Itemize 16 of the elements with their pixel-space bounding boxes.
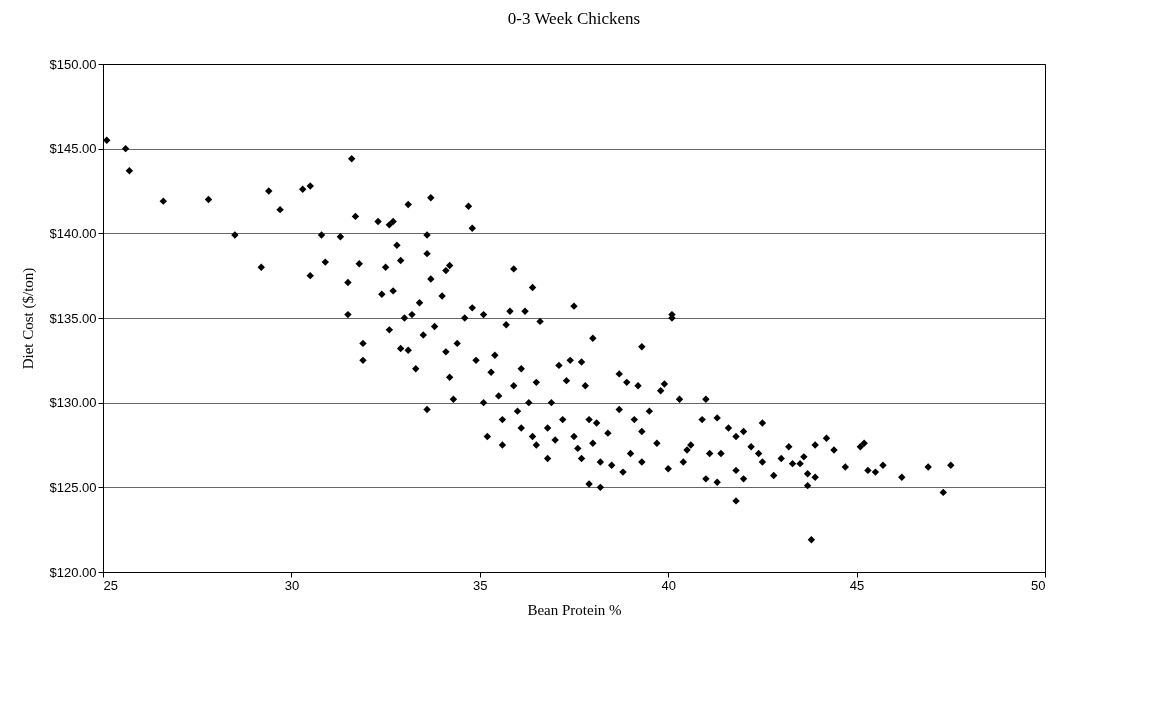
x-tick-label: 40: [661, 577, 676, 593]
y-tick-label: $125.00: [49, 479, 97, 495]
y-tick-label: $120.00: [49, 564, 97, 580]
x-tick-label: 50: [1031, 577, 1046, 593]
y-tick-label: $130.00: [49, 395, 97, 411]
y-axis-title: Diet Cost ($/ton): [19, 267, 37, 370]
y-tick-label: $150.00: [49, 56, 97, 72]
x-tick-label: 45: [849, 577, 865, 593]
x-tick-label: 25: [103, 577, 118, 593]
x-axis-title: Bean Protein %: [527, 601, 622, 618]
x-tick-label: 30: [284, 577, 300, 593]
x-tick-label: 35: [473, 577, 488, 593]
y-tick-label: $140.00: [49, 225, 97, 241]
y-tick-label: $145.00: [49, 141, 97, 157]
chart-title: 0-3 Week Chickens: [507, 9, 641, 28]
y-tick-label: $135.00: [49, 310, 97, 326]
